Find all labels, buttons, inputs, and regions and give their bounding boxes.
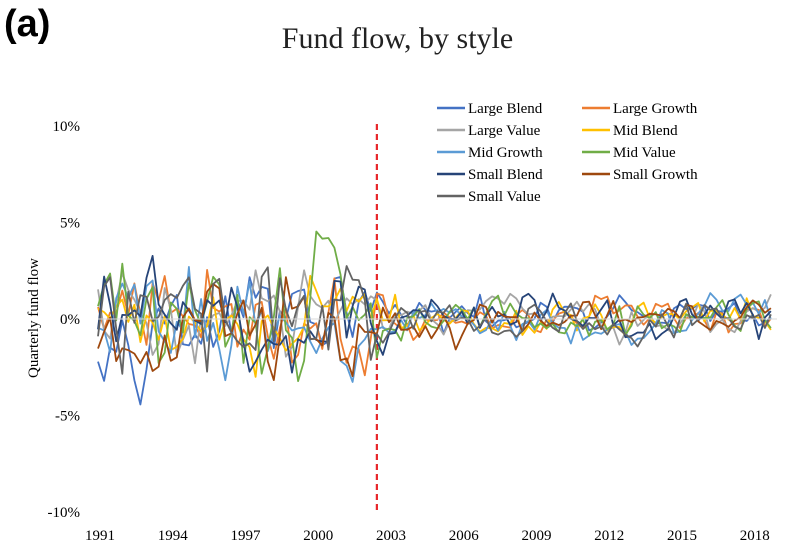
x-tick-label: 1991 [85, 528, 115, 544]
x-tick-label: 2015 [667, 528, 697, 544]
axis-layer: 10% 5% 0% -5% -10%1991 1994 1997 2000 2003 2006 20… [48, 119, 777, 544]
x-tick-label: 1997 [231, 528, 262, 544]
series-line [97, 275, 772, 406]
legend-entry: Small Value [468, 189, 541, 205]
series-line [97, 276, 772, 382]
series-line [97, 230, 772, 383]
legend-entry: Mid Growth [468, 145, 543, 161]
y-tick-label: 10% [53, 119, 81, 135]
legend-entry: Large Value [468, 123, 541, 139]
legend-entry: Large Growth [613, 101, 698, 117]
series-layer [97, 230, 772, 406]
y-tick-label: -10% [48, 505, 81, 521]
x-tick-label: 2009 [522, 528, 552, 544]
series-line [97, 265, 772, 375]
chart-title: Fund flow, by style [281, 22, 514, 55]
y-axis-label: Quarterly fund flow [26, 258, 42, 378]
x-tick-label: 2012 [594, 528, 624, 544]
x-tick-label: 2018 [740, 528, 770, 544]
legend-entry: Small Blend [468, 167, 543, 183]
legend: Large Blend Large Growth Large Value Mid Bl… [437, 101, 698, 205]
y-tick-label: 0% [60, 312, 80, 328]
legend-entry: Large Blend [468, 101, 543, 117]
x-tick-label: 2006 [449, 528, 480, 544]
y-tick-label: 5% [60, 216, 80, 232]
panel-label: (a) [4, 3, 51, 45]
x-tick-label: 2003 [376, 528, 406, 544]
legend-entry: Mid Value [613, 145, 676, 161]
legend-entry: Mid Blend [613, 123, 678, 139]
y-tick-label: -5% [55, 409, 80, 425]
x-tick-label: 2000 [303, 528, 333, 544]
series-line [97, 254, 772, 374]
x-tick-label: 1994 [158, 528, 189, 544]
legend-entry: Small Growth [613, 167, 698, 183]
